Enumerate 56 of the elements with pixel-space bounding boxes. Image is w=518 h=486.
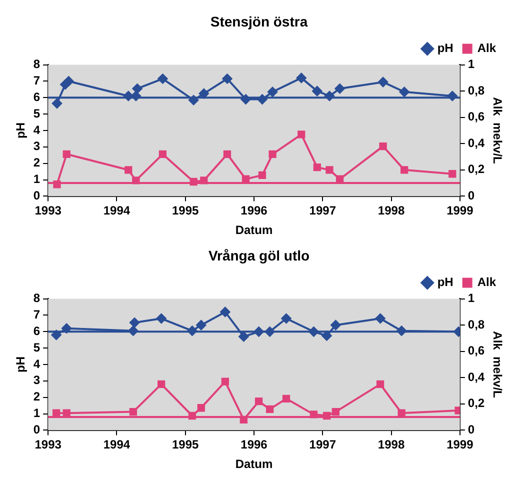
y-tick-label: 7 (33, 308, 40, 322)
chart-title: Vrånga göl utlo (208, 247, 310, 264)
x-tick-label: 1998 (378, 438, 405, 452)
chart-title: Stensjön östra (210, 13, 308, 30)
x-tick-label: 1995 (172, 438, 200, 452)
y-tick-label: 6 (33, 324, 40, 338)
y-tick-label: 1 (33, 172, 40, 186)
y-tick-label: 0 (33, 188, 40, 203)
y-axis-title: pH (14, 122, 28, 138)
y-tick-label: 2 (33, 156, 40, 170)
x-tick-label: 1999 (446, 204, 474, 218)
y-tick-label: 3 (33, 373, 40, 388)
y2-tick-label: 0,8 (468, 83, 485, 98)
y-tick-label: 5 (33, 106, 40, 120)
y-tick-label: 4 (33, 122, 40, 137)
y-tick-label: 5 (33, 340, 40, 354)
y2-tick-label: 0,2 (468, 162, 485, 176)
y2-tick-label: 0,4 (468, 136, 485, 150)
x-axis-title: Datum (235, 457, 273, 472)
x-tick-label: 1999 (446, 438, 474, 452)
y2-tick-label: 0,6 (468, 344, 485, 358)
x-tick-label: 1993 (34, 204, 62, 218)
x-tick-label: 1995 (172, 204, 200, 218)
y-tick-label: 2 (33, 390, 40, 404)
y2-tick-label: 0 (468, 188, 475, 203)
y-tick-label: 3 (33, 139, 40, 154)
y-tick-label: 8 (33, 291, 40, 306)
y2-tick-label: 0,2 (468, 396, 485, 410)
y2-tick-label: 0,4 (468, 370, 485, 384)
y-tick-label: 0 (33, 422, 40, 437)
y2-tick-label: 0,8 (468, 317, 485, 332)
legend-label: pH (437, 275, 454, 290)
x-axis-title: Datum (235, 223, 273, 238)
x-tick-label: 1997 (309, 438, 336, 452)
x-tick-label: 1993 (34, 438, 62, 452)
x-tick-label: 1997 (309, 204, 336, 218)
y2-tick-label: 1 (468, 57, 475, 72)
y2-axis-title: Alk mekv/L (490, 331, 504, 398)
y-tick-label: 8 (33, 57, 40, 72)
y-tick-label: 4 (33, 356, 40, 371)
x-tick-label: 1994 (103, 438, 130, 452)
y-axis-title: pH (14, 356, 28, 372)
x-tick-label: 1996 (240, 204, 268, 218)
x-tick-label: 1998 (378, 204, 405, 218)
legend-label: Alk (477, 41, 496, 56)
legend-label: Alk (477, 275, 496, 290)
y2-axis-title: Alk mekv/L (490, 97, 504, 164)
legend-label: pH (437, 41, 454, 56)
y2-tick-label: 0,6 (468, 110, 485, 124)
y2-tick-label: 1 (468, 291, 475, 306)
y-tick-label: 7 (33, 74, 40, 88)
x-tick-label: 1994 (103, 204, 130, 218)
x-tick-label: 1996 (240, 438, 268, 452)
y-tick-label: 6 (33, 90, 40, 104)
y2-tick-label: 0 (468, 422, 475, 437)
y-tick-label: 1 (33, 406, 40, 420)
